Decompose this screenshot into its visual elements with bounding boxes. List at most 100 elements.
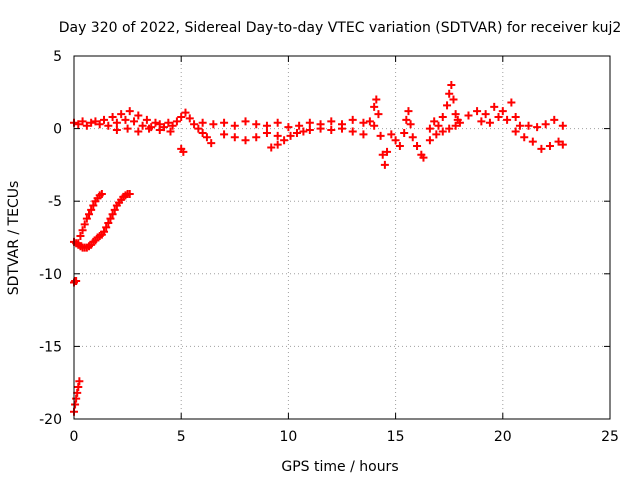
data-point	[72, 277, 81, 286]
data-point	[241, 136, 250, 145]
axis-ticks: 0 5 10 15 20 25 -20 -15 -10 -5 0 5	[39, 49, 619, 445]
data-point	[123, 124, 132, 133]
data-point	[425, 136, 434, 145]
data-point	[160, 123, 169, 132]
data-point	[348, 115, 357, 124]
data-point	[76, 232, 85, 241]
data-point	[511, 112, 520, 121]
data-point	[172, 117, 181, 126]
data-point	[89, 201, 98, 210]
data-point	[95, 120, 104, 129]
data-point	[451, 121, 460, 130]
data-point	[74, 383, 83, 392]
data-point	[273, 118, 282, 127]
data-point	[434, 121, 443, 130]
data-point	[558, 140, 567, 149]
data-point	[230, 121, 239, 130]
data-point	[108, 112, 117, 121]
y-tick-label: 0	[53, 122, 62, 138]
data-point	[130, 117, 139, 126]
data-point	[464, 111, 473, 120]
data-point	[445, 89, 454, 98]
data-point	[295, 121, 304, 130]
data-point	[498, 107, 507, 116]
data-point	[533, 123, 542, 132]
data-point	[78, 117, 87, 126]
data-point	[102, 223, 111, 232]
data-point	[134, 111, 143, 120]
data-point	[104, 218, 113, 227]
data-point	[537, 144, 546, 153]
data-point	[365, 117, 374, 126]
data-point	[494, 112, 503, 121]
y-axis-label: SDTVAR / TECUs	[6, 181, 22, 296]
data-point	[425, 124, 434, 133]
grid-lines	[74, 56, 610, 419]
data-point	[292, 128, 301, 137]
data-point	[408, 133, 417, 142]
data-point	[327, 126, 336, 135]
data-point	[528, 137, 537, 146]
data-point	[449, 95, 458, 104]
data-point	[515, 121, 524, 130]
data-point	[445, 124, 454, 133]
data-point	[380, 160, 389, 169]
data-point	[125, 107, 134, 116]
data-point	[481, 110, 490, 119]
data-point	[378, 150, 387, 159]
x-tick-label: 20	[494, 429, 512, 445]
data-point	[87, 205, 96, 214]
data-point	[207, 139, 216, 148]
data-point	[477, 117, 486, 126]
data-point	[413, 142, 422, 151]
data-point	[71, 400, 80, 409]
data-point	[545, 142, 554, 151]
chart-title: Day 320 of 2022, Sidereal Day-to-day VTE…	[59, 20, 622, 36]
y-tick-label: 5	[53, 49, 62, 65]
data-point	[252, 120, 261, 129]
y-tick-label: -20	[39, 412, 62, 428]
data-point	[72, 394, 81, 403]
data-point	[273, 140, 282, 149]
data-point	[100, 227, 109, 236]
data-point	[108, 210, 117, 219]
data-point	[432, 130, 441, 139]
data-point	[372, 95, 381, 104]
data-point	[404, 107, 413, 116]
data-point	[220, 118, 229, 127]
data-point	[391, 136, 400, 145]
plot-frame	[73, 55, 611, 420]
data-point	[327, 117, 336, 126]
data-point	[370, 121, 379, 130]
data-point	[273, 131, 282, 140]
data-point	[164, 118, 173, 127]
y-tick-label: -10	[39, 267, 62, 283]
data-point	[198, 128, 207, 137]
data-point	[473, 107, 482, 116]
data-point	[316, 124, 325, 133]
data-point	[198, 118, 207, 127]
data-point	[252, 133, 261, 142]
data-point	[104, 121, 113, 130]
x-tick-label: 15	[387, 429, 405, 445]
data-point	[451, 110, 460, 119]
data-point	[541, 120, 550, 129]
data-point	[359, 118, 368, 127]
data-point	[168, 121, 177, 130]
data-point	[376, 131, 385, 140]
data-point	[209, 120, 218, 129]
y-tick-label: -5	[48, 194, 62, 210]
data-point	[185, 114, 194, 123]
data-point	[125, 189, 134, 198]
data-point	[503, 115, 512, 124]
data-point	[406, 120, 415, 129]
data-point	[181, 108, 190, 117]
data-point	[121, 115, 130, 124]
data-point	[262, 128, 271, 137]
data-point	[145, 124, 154, 133]
data-point	[80, 220, 89, 229]
data-point	[400, 128, 409, 137]
data-point	[383, 147, 392, 156]
